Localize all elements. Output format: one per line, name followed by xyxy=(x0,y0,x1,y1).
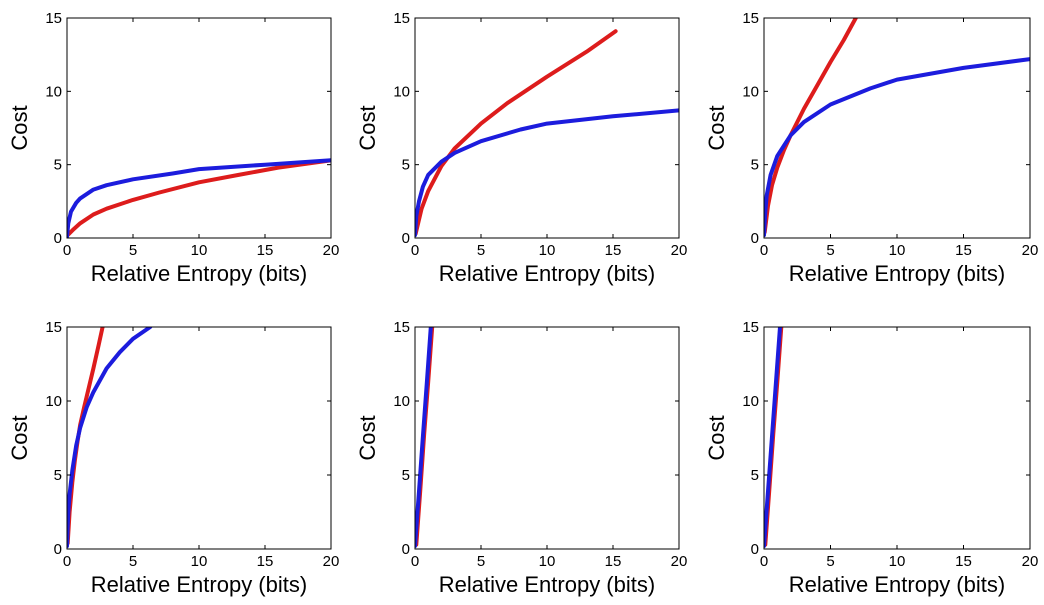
x-axis-label: Relative Entropy (bits) xyxy=(439,261,655,286)
plot-frame xyxy=(414,17,680,239)
x-axis-label: Relative Entropy (bits) xyxy=(789,261,1005,286)
y-tick-label: 15 xyxy=(742,319,759,336)
x-tick-label: 5 xyxy=(477,242,485,259)
y-tick-label: 5 xyxy=(402,467,410,484)
series-line-1 xyxy=(764,18,858,235)
x-tick-label: 0 xyxy=(760,553,768,570)
x-axis-label: Relative Entropy (bits) xyxy=(91,261,307,286)
x-tick-label: 0 xyxy=(411,242,419,259)
series-line-2 xyxy=(415,327,433,548)
x-tick-label: 20 xyxy=(1022,242,1039,259)
x-tick-label: 0 xyxy=(411,553,419,570)
y-tick-label: 15 xyxy=(393,10,410,27)
x-tick-label: 5 xyxy=(826,242,834,259)
subplot-1: 0 5 10 15 20 0 5 10 15 Relative Entropy (bits) Cos… xyxy=(7,10,339,286)
y-tick-label: 10 xyxy=(45,393,62,410)
x-tick-label: 20 xyxy=(1022,553,1039,570)
y-tick-label: 0 xyxy=(402,541,410,558)
x-tick-label: 10 xyxy=(191,242,208,259)
series-line-1 xyxy=(67,327,105,546)
series-line-2 xyxy=(67,158,331,238)
x-tick-label: 15 xyxy=(955,242,972,259)
y-tick-label: 0 xyxy=(751,541,759,558)
y-axis-label: Cost xyxy=(7,415,32,460)
y-axis-label: Cost xyxy=(7,105,32,150)
x-tick-label: 5 xyxy=(129,242,137,259)
series-line-2 xyxy=(415,108,679,238)
x-tick-label: 5 xyxy=(826,553,834,570)
series-line-2 xyxy=(764,57,1030,238)
x-tick-label: 10 xyxy=(539,553,556,570)
y-tick-label: 15 xyxy=(45,319,62,336)
x-tick-label: 15 xyxy=(955,553,972,570)
y-tick-label: 0 xyxy=(402,230,410,247)
x-tick-label: 5 xyxy=(129,553,137,570)
x-tick-label: 10 xyxy=(191,553,208,570)
y-axis-label: Cost xyxy=(704,415,729,460)
y-tick-label: 5 xyxy=(54,157,62,174)
plot-frame xyxy=(414,326,680,550)
subplot-2: 0 5 10 15 20 0 5 10 15 Relative Entropy (bits) Cos… xyxy=(355,10,687,286)
y-tick-label: 5 xyxy=(751,467,759,484)
x-tick-label: 10 xyxy=(889,553,906,570)
x-tick-label: 0 xyxy=(760,242,768,259)
x-tick-label: 15 xyxy=(257,553,274,570)
y-tick-label: 10 xyxy=(393,393,410,410)
x-tick-label: 20 xyxy=(323,242,340,259)
plot-frame xyxy=(763,17,1031,239)
x-axis-label: Relative Entropy (bits) xyxy=(789,572,1005,597)
y-tick-label: 0 xyxy=(54,541,62,558)
x-tick-label: 20 xyxy=(671,553,688,570)
y-tick-label: 10 xyxy=(742,83,759,100)
x-tick-label: 20 xyxy=(671,242,688,259)
y-tick-label: 10 xyxy=(393,83,410,100)
x-tick-label: 15 xyxy=(605,242,622,259)
x-tick-label: 0 xyxy=(63,553,71,570)
y-axis-label: Cost xyxy=(355,415,380,460)
x-axis-label: Relative Entropy (bits) xyxy=(439,572,655,597)
subplot-6: 0 5 10 15 20 0 5 10 15 Relative Entropy (bits) Cos… xyxy=(704,319,1038,597)
subplot-3: 0 5 10 15 20 0 5 10 15 Relative Entropy (bits) Cos… xyxy=(704,10,1038,286)
plot-frame xyxy=(66,326,332,550)
y-axis-label: Cost xyxy=(704,105,729,150)
x-tick-label: 10 xyxy=(539,242,556,259)
y-tick-label: 0 xyxy=(54,230,62,247)
y-tick-label: 5 xyxy=(402,157,410,174)
series-line-1 xyxy=(415,29,618,236)
plot-frame xyxy=(66,17,332,239)
x-tick-label: 5 xyxy=(477,553,485,570)
subplot-4: 0 5 10 15 20 0 5 10 15 Relative Entropy (bits) Cos… xyxy=(7,319,339,597)
y-tick-label: 5 xyxy=(751,157,759,174)
y-tick-label: 15 xyxy=(742,10,759,27)
y-tick-label: 15 xyxy=(393,319,410,336)
plot-frame xyxy=(763,326,1031,550)
x-tick-label: 15 xyxy=(257,242,274,259)
series-line-1 xyxy=(67,158,331,238)
y-tick-label: 10 xyxy=(45,83,62,100)
x-tick-label: 15 xyxy=(605,553,622,570)
series-line-2 xyxy=(764,327,782,548)
y-tick-label: 15 xyxy=(45,10,62,27)
x-tick-label: 20 xyxy=(323,553,340,570)
series-line-2 xyxy=(67,327,153,548)
y-tick-label: 5 xyxy=(54,467,62,484)
y-tick-label: 0 xyxy=(751,230,759,247)
x-tick-label: 0 xyxy=(63,242,71,259)
y-axis-label: Cost xyxy=(355,105,380,150)
subplot-5: 0 5 10 15 20 0 5 10 15 Relative Entropy (bits) Cos… xyxy=(355,319,687,597)
y-tick-label: 10 xyxy=(742,393,759,410)
x-tick-label: 10 xyxy=(889,242,906,259)
x-axis-label: Relative Entropy (bits) xyxy=(91,572,307,597)
